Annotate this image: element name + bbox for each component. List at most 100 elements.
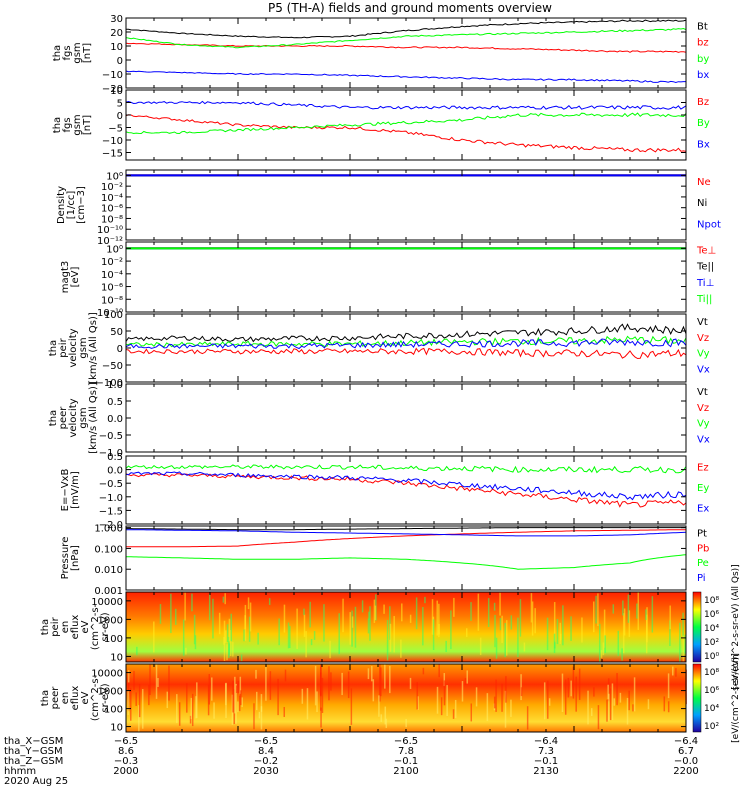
y-axis-label: Density: [56, 186, 67, 224]
heatmap-streak: [597, 593, 599, 627]
heatmap-streak: [211, 677, 213, 701]
heatmap-streak: [567, 677, 570, 698]
heatmap-streak: [253, 703, 255, 730]
y-axis-label: sr-eV): [100, 683, 111, 712]
heatmap-streak: [556, 619, 559, 645]
y-tick-label: 10⁻⁴: [101, 193, 123, 204]
heatmap-streak: [559, 622, 562, 644]
heatmap-streak: [607, 684, 609, 700]
series-line-bx: [125, 70, 686, 84]
heatmap-streak: [240, 690, 242, 706]
y-tick-label: 10: [110, 42, 123, 53]
heatmap-streak: [438, 664, 440, 678]
x-row-value: 7.8: [398, 746, 414, 757]
y-tick-label: 20: [110, 28, 123, 39]
heatmap-streak: [684, 634, 687, 654]
heatmap-streak: [612, 604, 615, 614]
legend-entry: Vt: [697, 387, 708, 398]
heatmap-streak: [338, 613, 340, 655]
heatmap-streak: [241, 697, 243, 708]
heatmap-streak: [553, 602, 556, 641]
legend-entry: Ti||: [696, 294, 712, 305]
heatmap-streak: [494, 614, 496, 648]
heatmap-streak: [682, 612, 684, 638]
heatmap-streak: [184, 592, 186, 621]
y-tick-label: −10: [102, 70, 123, 81]
series-line-Ey: [125, 464, 687, 474]
series-line-Ez: [125, 473, 687, 508]
y-axis-label: fgs: [62, 45, 73, 60]
panel-9: 10⁸ 10⁶ 10⁴ 10² 10⁰ [eV/(cm^2-s-sr-eV) (All Q…: [40, 564, 741, 689]
series-line-Pi: [126, 529, 687, 537]
heatmap-streak: [510, 615, 513, 630]
heatmap-streak: [495, 679, 497, 712]
heatmap-streak: [587, 690, 589, 725]
heatmap-streak: [323, 604, 325, 642]
series-line-Pb: [126, 529, 686, 548]
colorbar-tick-label: 10²: [704, 722, 719, 732]
heatmap-streak: [669, 620, 671, 646]
heatmap-streak: [186, 683, 188, 713]
heatmap-streak: [384, 706, 387, 725]
legend-entry: Npot: [697, 219, 721, 230]
heatmap-streak: [517, 617, 519, 658]
series-line-Vt: [125, 323, 687, 343]
y-tick-label: 1000: [98, 687, 123, 698]
heatmap-streak: [224, 593, 226, 605]
x-row-value: −6.5: [114, 736, 138, 747]
series-line-Vx: [125, 338, 687, 350]
heatmap-streak: [651, 596, 654, 633]
heatmap-streak: [520, 687, 523, 697]
x-row-value: 2130: [533, 766, 558, 777]
heatmap-streak: [600, 650, 603, 658]
heatmap-streak: [611, 683, 614, 721]
legend-entry: by: [697, 54, 709, 65]
heatmap-streak: [454, 699, 457, 718]
heatmap-streak: [597, 705, 600, 730]
heatmap-streak: [645, 614, 648, 654]
heatmap-streak: [622, 600, 624, 616]
heatmap-streak: [309, 601, 311, 628]
y-axis-label: velocity: [68, 328, 79, 367]
series-line-by: [125, 27, 687, 49]
y-axis-label: [nT]: [82, 115, 93, 135]
legend-entry: Pe: [697, 558, 709, 569]
x-row-value: −0.0: [674, 756, 698, 767]
heatmap-streak: [547, 680, 549, 719]
y-tick-label: 10⁻²: [101, 182, 123, 193]
heatmap-streak: [248, 616, 251, 642]
panel-4: 10⁰ 10⁻² 10⁻⁴ 10⁻⁶10⁻⁸ 10⁻¹⁰ magt3 [eV] Te⊥ Te||…: [60, 241, 716, 319]
series-line-Vz: [125, 347, 687, 360]
y-tick-label: 1000: [98, 615, 123, 626]
heatmap-streak: [628, 690, 630, 711]
heatmap-streak: [438, 603, 440, 638]
x-row-value: 2200: [673, 766, 698, 777]
heatmap-streak: [284, 669, 287, 682]
heatmap-streak: [230, 613, 232, 642]
heatmap-streak: [228, 618, 231, 642]
heatmap-streak: [495, 637, 498, 659]
heatmap-streak: [232, 680, 234, 713]
heatmap-streak: [157, 678, 159, 687]
heatmap-streak: [351, 616, 354, 628]
heatmap-streak: [222, 596, 225, 603]
heatmap-streak: [672, 666, 674, 676]
legend-entry: Ti⊥: [696, 278, 714, 289]
heatmap-streak: [645, 609, 647, 620]
y-axis-label: tha: [48, 410, 59, 426]
heatmap-streak: [185, 647, 187, 655]
heatmap-streak: [504, 690, 507, 728]
panel-2: 10 50 −5−10 −15 tha fgs gsm [nT] Bz By Bx: [52, 86, 710, 161]
heatmap-streak: [667, 673, 670, 699]
heatmap-streak: [466, 670, 468, 684]
heatmap-streak: [621, 648, 623, 661]
heatmap-streak: [548, 698, 551, 706]
heatmap-streak: [127, 690, 129, 716]
series-line-Pe: [125, 554, 687, 570]
y-tick-label: 10⁻⁶: [101, 204, 123, 215]
heatmap-streak: [493, 696, 496, 709]
heatmap-streak: [368, 611, 370, 621]
heatmap-streak: [593, 601, 595, 633]
heatmap-streak: [142, 689, 144, 729]
